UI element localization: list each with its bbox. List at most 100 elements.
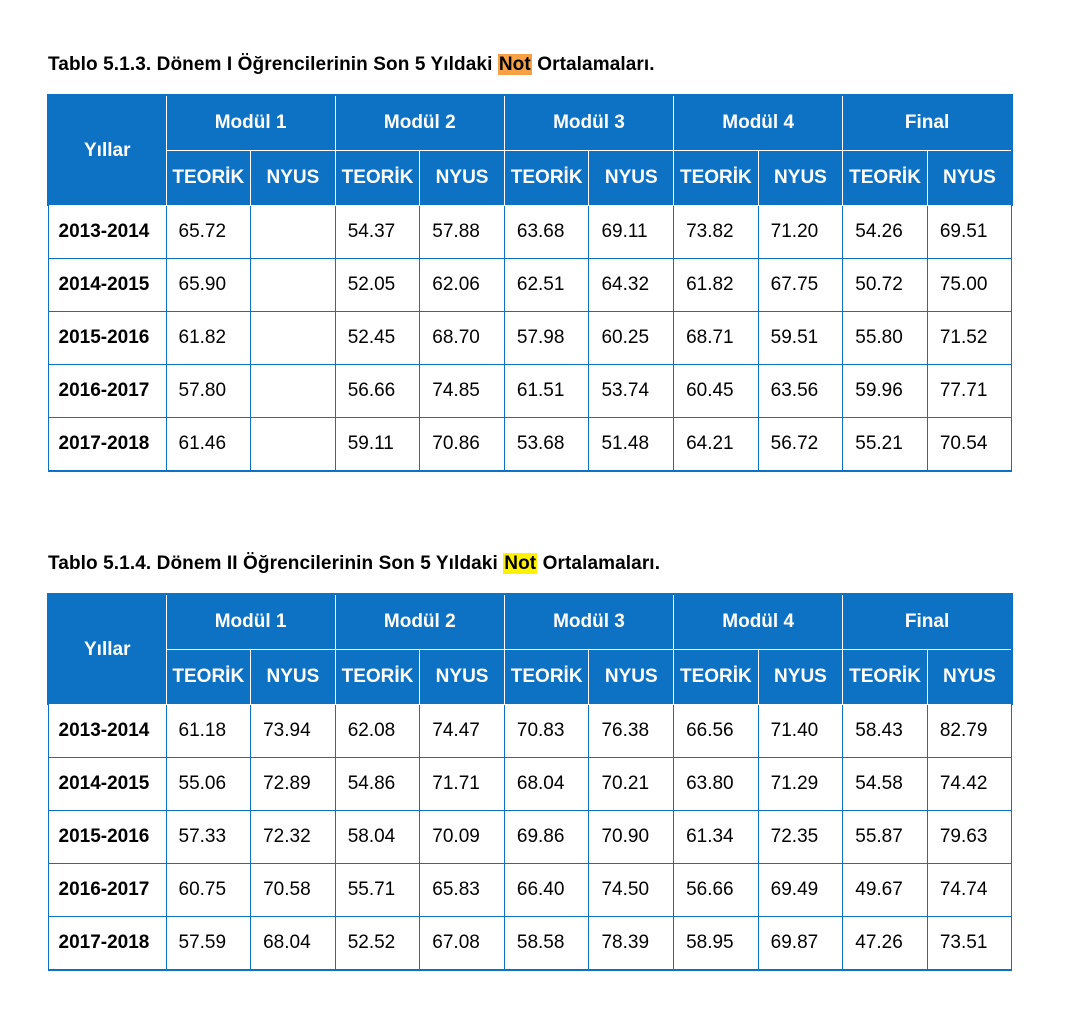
value-cell: 61.46 — [165, 417, 252, 472]
value-cell: 58.04 — [334, 810, 421, 864]
table1-caption-highlight: Not — [497, 54, 532, 75]
value-cell: 54.86 — [334, 757, 421, 811]
value-cell: 57.98 — [503, 311, 590, 365]
subheader-teorik: TEORİK — [503, 150, 590, 206]
value-cell: 77.71 — [926, 364, 1013, 418]
value-cell — [250, 258, 336, 312]
value-cell: 76.38 — [588, 704, 675, 758]
value-cell: 60.75 — [165, 863, 252, 917]
table2-caption-suffix: Ortalamaları. — [537, 553, 661, 574]
subheader-teorik: TEORİK — [842, 150, 928, 206]
value-cell: 49.67 — [842, 863, 928, 917]
table-row: 2016-2017 60.75 70.58 55.71 65.83 66.40 74.50 5… — [47, 863, 1013, 917]
value-cell: 55.21 — [842, 417, 928, 472]
value-cell: 69.51 — [926, 205, 1013, 259]
value-cell: 65.83 — [419, 863, 505, 917]
subheader-nyus: NYUS — [588, 649, 675, 705]
subheader-nyus: NYUS — [757, 649, 844, 705]
table2: Yıllar Modül 1 Modül 2 Modül 3 Modül 4 F… — [47, 593, 1013, 971]
table-row: 2013-2014 61.18 73.94 62.08 74.47 70.83 76.38 6… — [47, 704, 1013, 758]
value-cell: 62.08 — [334, 704, 421, 758]
subheader-nyus: NYUS — [588, 150, 675, 206]
value-cell: 63.68 — [503, 205, 590, 259]
year-cell: 2017-2018 — [47, 916, 167, 971]
value-cell: 61.51 — [503, 364, 590, 418]
subheader-teorik: TEORİK — [673, 649, 759, 705]
table1-caption: Tablo 5.1.3. Dönem I Öğrencilerinin Son … — [48, 54, 655, 76]
value-cell: 51.48 — [588, 417, 675, 472]
subheader-teorik: TEORİK — [334, 150, 421, 206]
year-cell: 2016-2017 — [47, 364, 167, 418]
value-cell: 70.86 — [419, 417, 505, 472]
value-cell: 56.66 — [334, 364, 421, 418]
value-cell — [250, 417, 336, 472]
value-cell: 66.56 — [673, 704, 759, 758]
value-cell: 71.52 — [926, 311, 1013, 365]
value-cell: 73.51 — [926, 916, 1013, 971]
value-cell: 47.26 — [842, 916, 928, 971]
module-header: Modül 2 — [334, 593, 505, 650]
year-cell: 2014-2015 — [47, 757, 167, 811]
final-header: Final — [842, 94, 1013, 151]
value-cell: 55.71 — [334, 863, 421, 917]
value-cell: 61.82 — [165, 311, 252, 365]
table-row: 2013-2014 65.72 54.37 57.88 63.68 69.11 73.82 7… — [47, 205, 1013, 259]
value-cell: 57.88 — [419, 205, 505, 259]
value-cell: 61.82 — [673, 258, 759, 312]
value-cell: 58.95 — [673, 916, 759, 971]
subheader-nyus: NYUS — [757, 150, 844, 206]
value-cell: 79.63 — [926, 810, 1013, 864]
module-header: Modül 3 — [503, 94, 675, 151]
module-header: Modül 4 — [673, 94, 844, 151]
module-header: Modül 1 — [165, 94, 336, 151]
value-cell: 71.71 — [419, 757, 505, 811]
value-cell: 74.74 — [926, 863, 1013, 917]
value-cell: 70.21 — [588, 757, 675, 811]
value-cell: 54.37 — [334, 205, 421, 259]
subheader-nyus: NYUS — [419, 150, 505, 206]
table1-caption-prefix: Tablo 5.1.3. Dönem I Öğrencilerinin Son … — [48, 54, 498, 75]
value-cell: 70.54 — [926, 417, 1013, 472]
subheader-nyus: NYUS — [250, 150, 336, 206]
value-cell: 54.58 — [842, 757, 928, 811]
table-row: 2014-2015 65.90 52.05 62.06 62.51 64.32 61.82 6… — [47, 258, 1013, 312]
table1-caption-suffix: Ortalamaları. — [531, 54, 655, 75]
table2-caption-highlight: Not — [503, 553, 538, 574]
year-column-header: Yıllar — [47, 593, 167, 705]
subheader-nyus: NYUS — [926, 150, 1013, 206]
value-cell: 70.83 — [503, 704, 590, 758]
value-cell: 67.08 — [419, 916, 505, 971]
table-row: 2016-2017 57.80 56.66 74.85 61.51 53.74 60.45 6… — [47, 364, 1013, 418]
value-cell: 52.52 — [334, 916, 421, 971]
value-cell: 74.47 — [419, 704, 505, 758]
table-row: 2014-2015 55.06 72.89 54.86 71.71 68.04 70.21 6… — [47, 757, 1013, 811]
value-cell: 56.72 — [757, 417, 844, 472]
value-cell: 66.40 — [503, 863, 590, 917]
value-cell: 65.72 — [165, 205, 252, 259]
value-cell: 61.34 — [673, 810, 759, 864]
final-header: Final — [842, 593, 1013, 650]
value-cell: 56.66 — [673, 863, 759, 917]
value-cell: 52.45 — [334, 311, 421, 365]
value-cell: 50.72 — [842, 258, 928, 312]
value-cell: 62.51 — [503, 258, 590, 312]
value-cell: 55.06 — [165, 757, 252, 811]
table1-body: 2013-2014 65.72 54.37 57.88 63.68 69.11 73.82 7… — [47, 205, 1013, 472]
module-header: Modül 4 — [673, 593, 844, 650]
value-cell: 73.82 — [673, 205, 759, 259]
value-cell: 54.26 — [842, 205, 928, 259]
value-cell: 55.80 — [842, 311, 928, 365]
value-cell: 68.04 — [250, 916, 336, 971]
value-cell: 70.90 — [588, 810, 675, 864]
value-cell: 63.56 — [757, 364, 844, 418]
value-cell: 72.32 — [250, 810, 336, 864]
table-row: 2017-2018 61.46 59.11 70.86 53.68 51.48 64.21 5… — [47, 417, 1013, 472]
subheader-nyus: NYUS — [250, 649, 336, 705]
subheader-teorik: TEORİK — [503, 649, 590, 705]
value-cell: 71.20 — [757, 205, 844, 259]
table1: Yıllar Modül 1 Modül 2 Modül 3 Modül 4 F… — [47, 94, 1013, 472]
subheader-teorik: TEORİK — [334, 649, 421, 705]
subheader-nyus: NYUS — [419, 649, 505, 705]
value-cell: 60.45 — [673, 364, 759, 418]
value-cell — [250, 311, 336, 365]
